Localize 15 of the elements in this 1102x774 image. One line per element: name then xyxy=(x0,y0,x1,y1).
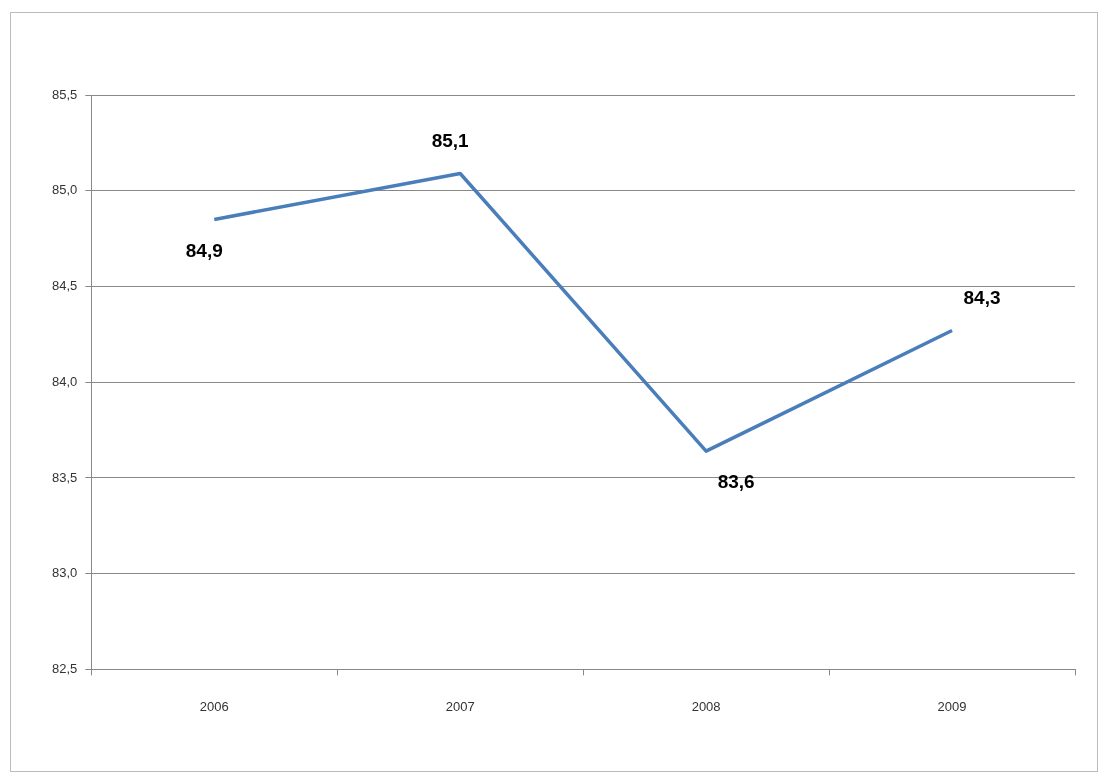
x-tick-label: 2008 xyxy=(691,698,721,714)
x-tick-label: 2007 xyxy=(445,698,475,714)
y-tick-label: 85,0 xyxy=(51,182,78,198)
y-tick-label: 85,5 xyxy=(51,86,78,102)
data-label: 83,6 xyxy=(717,471,755,493)
data-label: 85,1 xyxy=(431,129,470,151)
data-label: 84,9 xyxy=(185,239,223,261)
y-tick-label: 83,5 xyxy=(51,469,78,485)
y-tick-label: 83,0 xyxy=(51,565,78,581)
y-tick-label: 82,5 xyxy=(51,660,78,676)
x-tick-label: 2006 xyxy=(199,698,229,714)
y-tick-label: 84,5 xyxy=(51,278,78,294)
y-tick-label: 84,0 xyxy=(51,373,78,389)
x-tick-label: 2009 xyxy=(937,698,967,714)
data-label: 84,3 xyxy=(963,286,1001,308)
